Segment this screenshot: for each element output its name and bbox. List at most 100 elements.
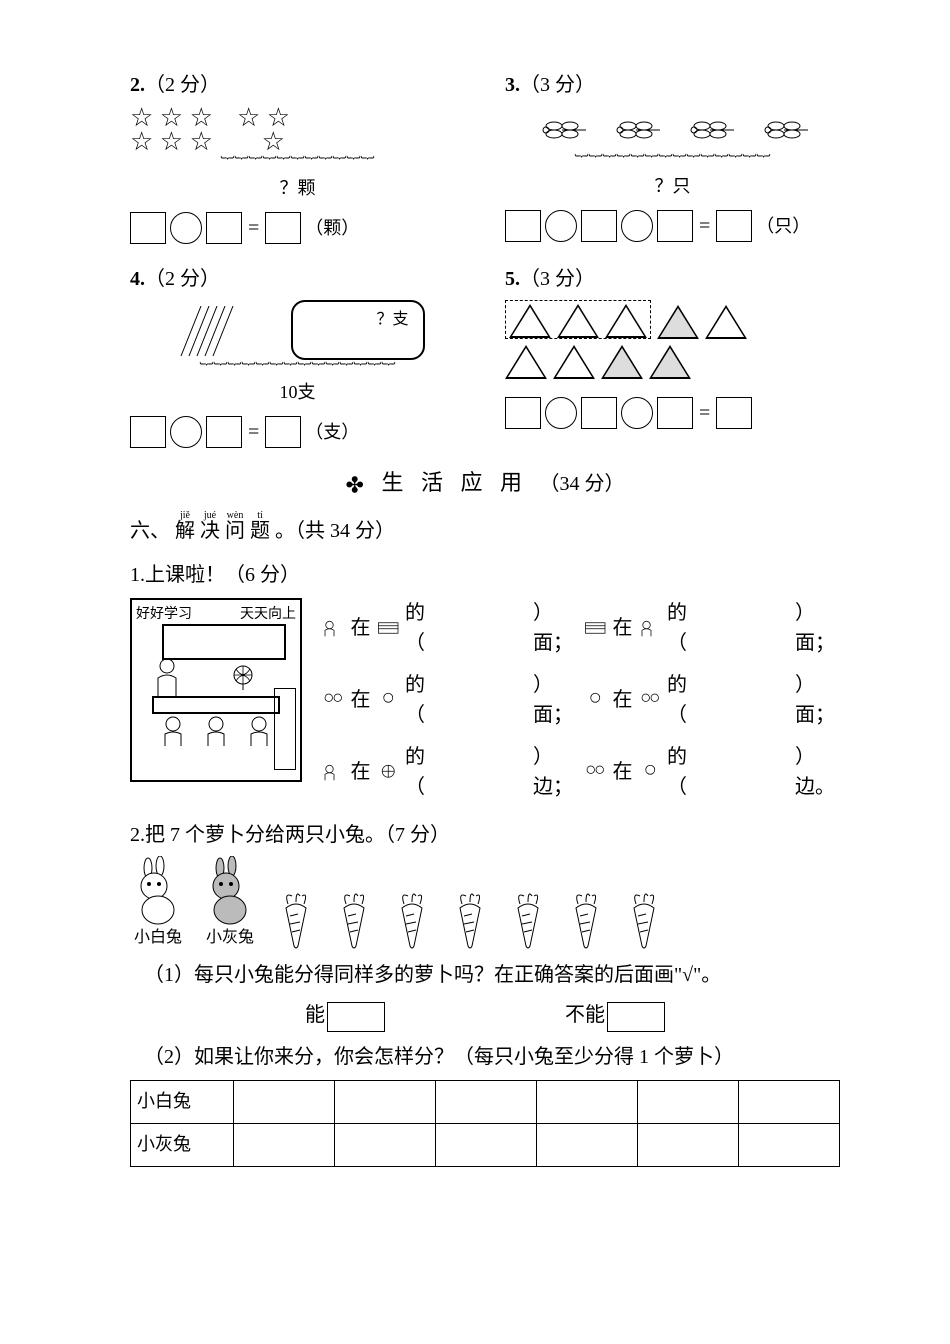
globe-icon [230, 664, 256, 690]
p2-yesno: 能 不能 [130, 1000, 840, 1031]
carrot-icon [564, 890, 608, 950]
student-small-icon [639, 761, 662, 783]
classroom-scene: 好好学习天天向上 [130, 598, 302, 782]
op-circle[interactable] [545, 210, 577, 242]
students-small-icon [639, 689, 662, 711]
table-cell[interactable] [234, 1123, 335, 1166]
blank-box[interactable] [505, 397, 541, 429]
triangle-icon [505, 345, 547, 379]
no-box[interactable] [607, 1002, 665, 1032]
txt: ）面； [533, 598, 578, 658]
gray-rabbit-icon [202, 856, 258, 926]
q3-num: 3. [505, 74, 520, 96]
table-cell[interactable] [537, 1080, 638, 1123]
blank-box[interactable] [505, 210, 541, 242]
table-cell[interactable] [638, 1080, 739, 1123]
blackboard-small-icon [377, 617, 400, 639]
table-cell[interactable] [436, 1123, 537, 1166]
triangle-icon [509, 304, 551, 338]
q2-num: 2. [130, 74, 145, 96]
q5-pts: （3 分） [520, 268, 595, 290]
problem-1: 1.上课啦！（6 分） 好好学习天天向上 在 的（）面； 在 [130, 560, 840, 802]
q2-equation: = （颗） [130, 212, 465, 244]
txt: ）边。 [795, 742, 840, 802]
triangle-hatched-icon [601, 345, 643, 379]
question-5: 5.（3 分） = [505, 264, 840, 448]
txt: 在 [613, 685, 633, 715]
triangle-icon [605, 304, 647, 338]
table-cell[interactable] [739, 1080, 840, 1123]
triangle-icon [553, 345, 595, 379]
carrot-icon [506, 890, 550, 950]
table-cell[interactable] [335, 1123, 436, 1166]
table-cell[interactable] [638, 1123, 739, 1166]
q4-brace-label: 10支 [130, 379, 465, 406]
student-icon [203, 716, 229, 746]
dragonfly-icon [534, 106, 590, 152]
triangle-hatched-icon [657, 305, 699, 339]
star-row: ☆ [237, 130, 290, 154]
q2-stars: ☆ ☆ ☆ ☆ ☆ ☆ ☆ ☆ ☆ [130, 106, 465, 154]
q5-triangles [505, 300, 840, 379]
blank-box[interactable] [130, 416, 166, 448]
blank-box[interactable] [657, 210, 693, 242]
blank-box[interactable] [657, 397, 693, 429]
table-cell[interactable] [537, 1123, 638, 1166]
blackboard-small-icon [584, 617, 607, 639]
txt: 的（ [667, 742, 697, 802]
teacher-small-icon [322, 761, 345, 783]
row-label: 小灰兔 [131, 1123, 234, 1166]
teacher-small-icon [639, 617, 662, 639]
row-label: 小白兔 [131, 1080, 234, 1123]
blank-box[interactable] [265, 416, 301, 448]
op-circle[interactable] [621, 210, 653, 242]
txt: ）边； [533, 742, 578, 802]
table-cell[interactable] [436, 1080, 537, 1123]
triangle-group-dashed [505, 300, 651, 339]
carrot-icon [274, 890, 318, 950]
student-small-icon [584, 689, 607, 711]
six-tail: 。（共 34 分） [275, 520, 395, 542]
student-icon [160, 716, 186, 746]
table-row: 小白兔 [131, 1080, 840, 1123]
position-lines: 在 的（）面； 在 的（）面； 在 的（）面； 在 的（）面； 在 [322, 598, 840, 802]
q2-brace-label: ？颗 [130, 175, 465, 202]
yes-box[interactable] [327, 1002, 385, 1032]
blank-box[interactable] [581, 397, 617, 429]
op-circle[interactable] [170, 212, 202, 244]
blank-box[interactable] [130, 212, 166, 244]
triangle-icon [557, 304, 599, 338]
carrot-icon [448, 890, 492, 950]
op-circle[interactable] [170, 416, 202, 448]
blank-box[interactable] [581, 210, 617, 242]
q5-num: 5. [505, 268, 520, 290]
carrots-row [274, 890, 666, 950]
q3-pts: （3 分） [520, 74, 595, 96]
p2-label: 2.把 7 个萝卜分给两只小兔。（7 分） [130, 820, 840, 850]
q4-case-label: ？支 [376, 308, 408, 332]
pencil-case-icon: ？支 [291, 300, 425, 360]
char: 问 [225, 520, 245, 542]
table-cell[interactable] [234, 1080, 335, 1123]
op-circle[interactable] [621, 397, 653, 429]
carrot-icon [332, 890, 376, 950]
blank-box[interactable] [265, 212, 301, 244]
student-icon [246, 716, 272, 746]
blank-box[interactable] [206, 212, 242, 244]
blank-box[interactable] [716, 210, 752, 242]
q4-num: 4. [130, 268, 145, 290]
q3-brace-label: ？只 [505, 173, 840, 200]
dragonfly-icon [756, 106, 812, 152]
txt: 的（ [405, 598, 435, 658]
table-cell[interactable] [739, 1123, 840, 1166]
op-circle[interactable] [545, 397, 577, 429]
blank-box[interactable] [206, 416, 242, 448]
teacher-icon [152, 658, 182, 698]
table-cell[interactable] [335, 1080, 436, 1123]
q4-brace: ︸︸︸︸︸︸︸︸︸︸︸︸︸︸ [130, 360, 465, 381]
student-small-icon [377, 689, 400, 711]
blank-box[interactable] [716, 397, 752, 429]
gray-rabbit-label: 小灰兔 [202, 926, 258, 950]
p2-table: 小白兔 小灰兔 [130, 1080, 840, 1167]
q3-bugs [505, 106, 840, 152]
